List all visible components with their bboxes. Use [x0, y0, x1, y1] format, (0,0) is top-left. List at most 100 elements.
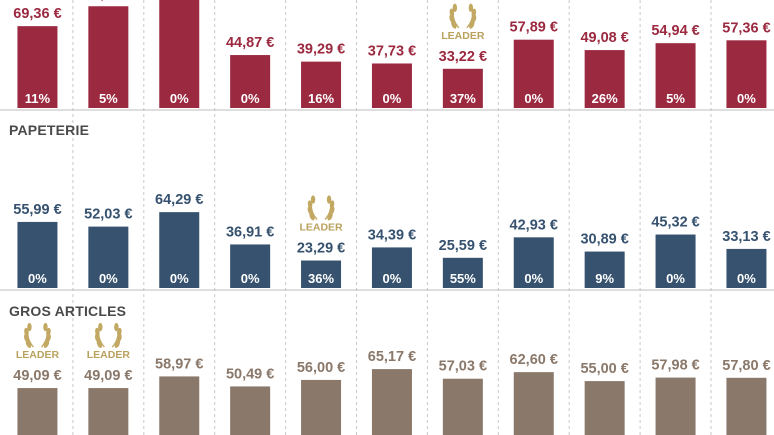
panel-gros-articles: GROS ARTICLES 49,09 € LEADER 49,09 € LEADER 5… [9, 303, 771, 435]
value-label: 36,91 € [226, 224, 274, 240]
bar [301, 61, 342, 108]
column-gridlines [72, 0, 712, 435]
value-label: 57,89 € [510, 20, 558, 36]
percent-label: 5% [666, 91, 685, 106]
value-label: 55,00 € [580, 361, 628, 377]
bar [442, 257, 483, 288]
bar [159, 0, 200, 109]
percent-label: 55% [450, 271, 476, 286]
percent-label: 0% [383, 91, 402, 106]
value-label: 65,17 € [368, 349, 416, 365]
bar [17, 388, 58, 435]
value-label: 25,59 € [439, 238, 487, 254]
bar [17, 221, 58, 288]
percent-label: 0% [99, 271, 118, 286]
leader-label: LEADER [441, 30, 485, 42]
value-label: 49,09 € [84, 368, 132, 384]
bar [159, 376, 200, 435]
value-label: 49,08 € [580, 30, 628, 46]
percent-label: 0% [524, 271, 543, 286]
bar [301, 260, 342, 288]
bar [159, 212, 200, 288]
percent-label: 16% [308, 91, 334, 106]
laurel-icon [24, 322, 51, 348]
leader-label: LEADER [16, 349, 60, 361]
bar [655, 43, 696, 108]
percent-label: 36% [308, 271, 334, 286]
value-label: 23,29 € [297, 241, 345, 257]
value-label: 64,29 € [155, 192, 203, 208]
bar [584, 251, 625, 288]
percent-label: 0% [383, 271, 402, 286]
bar [726, 248, 767, 288]
bar [513, 237, 554, 288]
percent-label: 0% [170, 271, 189, 286]
bar [655, 377, 696, 435]
percent-label: 0% [241, 91, 260, 106]
laurel-icon [307, 195, 335, 221]
leader-label: LEADER [299, 222, 343, 234]
value-label: 42,93 € [510, 217, 558, 233]
bar [442, 378, 483, 435]
bar [513, 39, 554, 108]
value-label: 86,23 € [84, 0, 132, 2]
panel-title: PAPETERIE [9, 122, 89, 138]
bar [230, 55, 271, 108]
value-label: 39,29 € [297, 42, 345, 58]
value-label: 45,32 € [651, 215, 699, 231]
percent-label: 37% [450, 91, 476, 106]
value-label: 33,22 € [439, 49, 487, 65]
value-label: 57,80 € [722, 358, 770, 374]
percent-label: 0% [666, 271, 685, 286]
value-label: 54,94 € [651, 23, 699, 39]
percent-label: 0% [241, 271, 260, 286]
value-label: 58,97 € [155, 356, 203, 372]
bar [371, 369, 412, 435]
percent-label: 5% [99, 91, 118, 106]
value-label: 62,60 € [510, 352, 558, 368]
bar [17, 26, 58, 109]
percent-label: 0% [737, 91, 756, 106]
bar [88, 6, 129, 109]
bar [513, 372, 554, 435]
percent-label: 0% [170, 91, 189, 106]
value-label: 34,39 € [368, 227, 416, 243]
bar [371, 247, 412, 288]
bar [88, 388, 129, 435]
value-label: 49,09 € [13, 368, 61, 384]
percent-label: 0% [524, 91, 543, 106]
laurel-icon [449, 3, 477, 29]
value-label: 44,87 € [226, 35, 274, 51]
value-label: 33,13 € [722, 229, 770, 245]
bar [88, 226, 129, 288]
bar [726, 377, 767, 435]
value-label: 50,49 € [226, 366, 274, 382]
percent-label: 9% [595, 271, 614, 286]
percent-label: 11% [25, 91, 51, 106]
panel-title: GROS ARTICLES [9, 303, 126, 319]
bar [371, 63, 412, 108]
percent-label: 26% [592, 91, 618, 106]
bar [584, 381, 625, 435]
value-label: 69,36 € [13, 6, 61, 22]
value-label: 57,03 € [439, 359, 487, 375]
panel-papeterie: PAPETERIE 55,99 € 0% 52,03 € 0% 64,29 € 0% 36,9… [0, 122, 774, 291]
bar [230, 244, 271, 288]
bar [655, 234, 696, 288]
value-label: 57,36 € [722, 20, 770, 36]
bar [442, 68, 483, 108]
value-label: 52,03 € [84, 207, 132, 223]
value-label: 30,89 € [580, 232, 628, 248]
value-label: 57,98 € [651, 358, 699, 374]
value-label: 55,99 € [13, 202, 61, 218]
bar [230, 386, 271, 435]
percent-label: 0% [28, 271, 47, 286]
value-label: 56,00 € [297, 360, 345, 376]
leader-label: LEADER [87, 349, 131, 361]
bar [584, 50, 625, 108]
bar [301, 379, 342, 435]
laurel-icon [94, 322, 122, 348]
percent-label: 0% [737, 271, 756, 286]
panel-top: 69,36 €11%86,23 €5%141,15 €0%44,87 €0%39… [0, 0, 774, 111]
